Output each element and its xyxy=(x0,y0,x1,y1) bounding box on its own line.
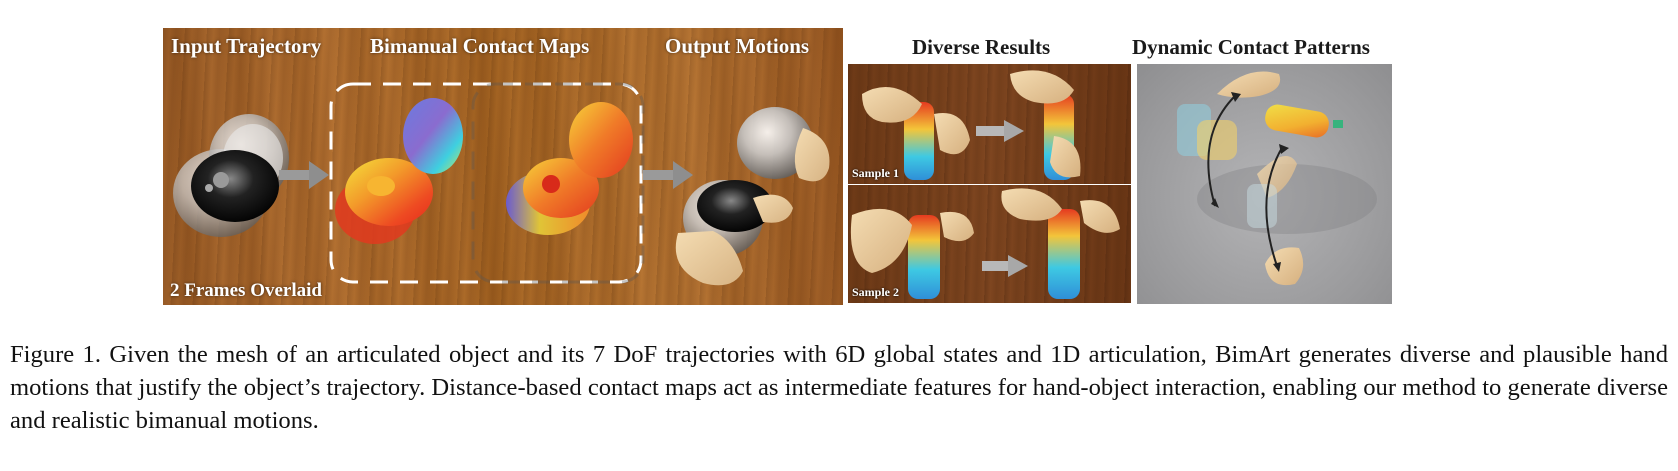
contact-map-right xyxy=(506,102,633,235)
dynamic-contact-illustration xyxy=(1177,71,1377,286)
sample-1-illustration xyxy=(862,70,1081,180)
sample-label-2: Sample 2 xyxy=(852,285,900,299)
panel-title-output-motions: Output Motions xyxy=(665,34,810,58)
input-object-overlay xyxy=(173,114,289,237)
panel-title-dynamic-contact: Dynamic Contact Patterns xyxy=(1132,35,1370,59)
figure-caption: Figure 1. Given the mesh of an articulat… xyxy=(10,341,1668,434)
sample-2-illustration xyxy=(850,188,1120,299)
diverse-sample-2: Sample 2 xyxy=(848,185,1131,303)
arrow-right-icon xyxy=(643,161,693,189)
arrow-right-icon xyxy=(279,161,329,189)
contact-maps-dashed-box xyxy=(329,82,643,284)
contact-map-left xyxy=(335,98,463,244)
output-motion xyxy=(675,107,830,286)
overlay-note: 2 Frames Overlaid xyxy=(170,280,322,301)
main-figure-panel: Input Trajectory Bimanual Contact Maps O… xyxy=(163,28,843,305)
sample-label-1: Sample 1 xyxy=(852,166,900,180)
panel-title-contact-maps: Bimanual Contact Maps xyxy=(370,34,590,58)
diverse-sample-1: Sample 1 xyxy=(848,64,1131,184)
main-figure-illustration xyxy=(173,82,830,286)
dynamic-contact-panel xyxy=(1137,64,1392,304)
panel-title-diverse-results: Diverse Results xyxy=(912,35,1051,59)
panel-title-input-trajectory: Input Trajectory xyxy=(171,34,322,58)
